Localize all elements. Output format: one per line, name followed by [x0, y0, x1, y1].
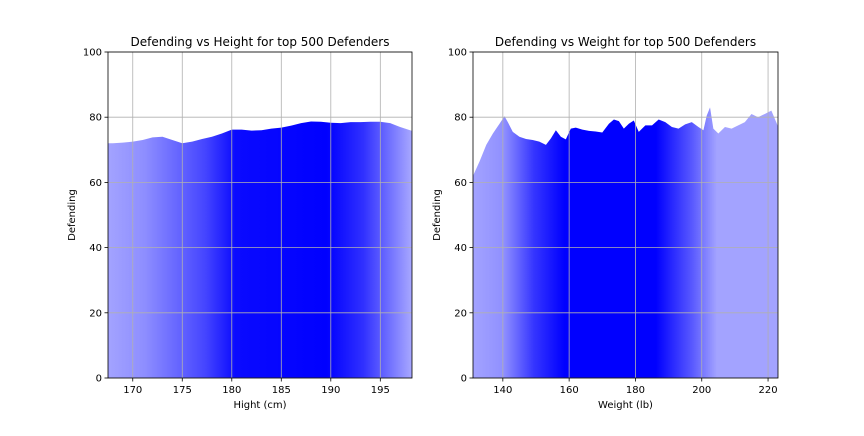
y-tick-label: 20 — [89, 308, 102, 319]
y-tick-label: 0 — [96, 374, 102, 385]
y-tick-label: 100 — [448, 48, 467, 59]
x-tick-label: 190 — [321, 385, 340, 396]
x-axis-label: Weight (lb) — [598, 400, 653, 411]
plot-frame — [472, 51, 779, 379]
x-tick-label: 170 — [123, 385, 142, 396]
x-tick-label: 180 — [222, 385, 241, 396]
subplot-2: 140 160 180 200 220 0 20 40 60 80 100 Defending vs … — [432, 35, 779, 411]
plot-frame — [107, 51, 413, 379]
y-tick-label: 40 — [89, 243, 102, 254]
x-tick-label: 195 — [371, 385, 390, 396]
defending-area — [108, 121, 412, 378]
subplot-1: 170 175 180 185 190 195 0 20 40 60 80 100 Defending … — [67, 35, 413, 411]
y-tick-label: 80 — [89, 113, 102, 124]
y-tick-label: 100 — [83, 48, 102, 59]
x-tick-label: 160 — [560, 385, 579, 396]
x-tick-label: 185 — [272, 385, 291, 396]
chart-title: Defending vs Weight for top 500 Defender… — [495, 35, 756, 49]
x-tick-label: 220 — [759, 385, 778, 396]
x-axis-label: Hight (cm) — [233, 400, 286, 411]
x-tick-label: 175 — [173, 385, 192, 396]
y-axis-label: Defending — [432, 189, 443, 241]
y-tick-label: 20 — [454, 308, 467, 319]
defending-area — [473, 107, 778, 379]
y-tick-label: 60 — [454, 178, 467, 189]
y-tick-label: 40 — [454, 243, 467, 254]
x-tick-label: 180 — [626, 385, 645, 396]
x-tick-label: 200 — [692, 385, 711, 396]
y-tick-label: 60 — [89, 178, 102, 189]
y-tick-label: 0 — [461, 374, 467, 385]
x-tick-label: 140 — [493, 385, 512, 396]
y-axis-label: Defending — [67, 189, 78, 241]
chart-title: Defending vs Height for top 500 Defender… — [130, 35, 389, 49]
y-tick-label: 80 — [454, 113, 467, 124]
